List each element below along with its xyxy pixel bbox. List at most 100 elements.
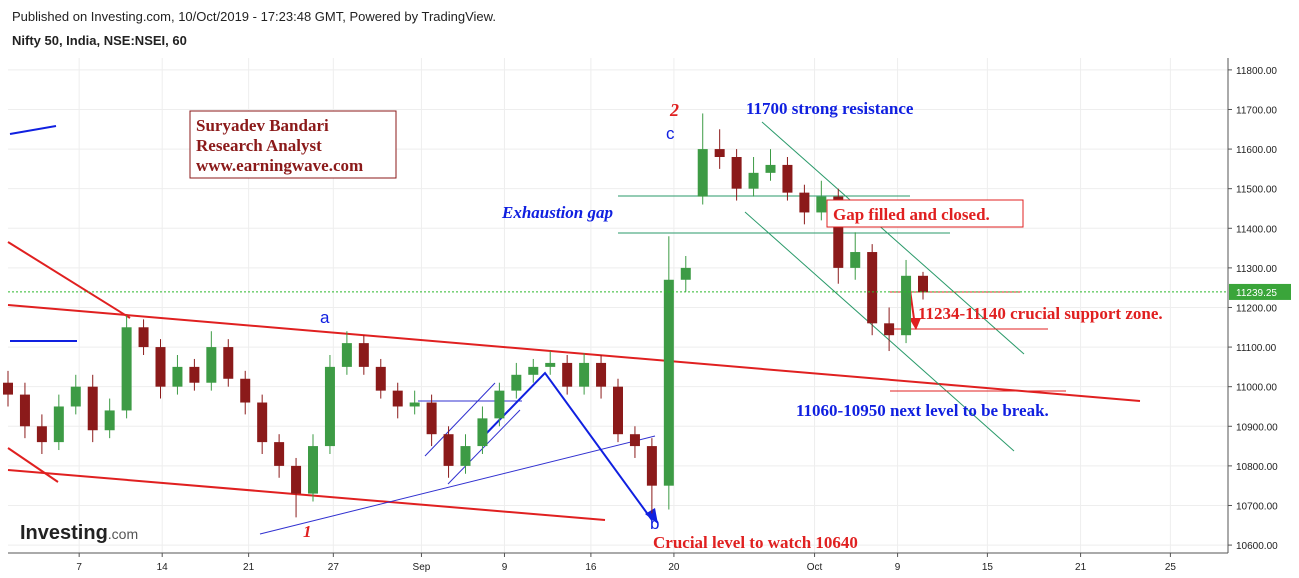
candle-body	[460, 446, 471, 466]
x-tick-label: 9	[895, 562, 901, 573]
analyst-role: Research Analyst	[196, 136, 322, 155]
candle-body	[308, 446, 318, 494]
candle-body	[646, 446, 657, 486]
candle-body	[613, 386, 623, 435]
candle-body	[663, 279, 674, 486]
candle-body	[104, 410, 115, 431]
x-tick-label: 9	[502, 562, 508, 573]
candle-body	[291, 465, 302, 494]
candle-body	[833, 196, 844, 268]
logo-suffix: .com	[108, 526, 138, 542]
candle-body	[426, 402, 437, 435]
channel-line	[761, 121, 1025, 355]
arrow-head	[645, 508, 658, 524]
trend-line	[9, 125, 57, 135]
x-tick-label: 21	[1075, 562, 1087, 573]
candle-body	[494, 390, 505, 419]
channel-line	[744, 211, 1015, 452]
y-tick-label: 11100.00	[1236, 343, 1277, 354]
x-tick-label: 27	[328, 562, 340, 573]
candle-body	[748, 172, 759, 189]
x-tick-label: 21	[243, 562, 255, 573]
y-tick-label: 10700.00	[1236, 501, 1278, 512]
candle-body	[562, 362, 573, 387]
last-price-tag	[1229, 283, 1291, 300]
candle-body	[443, 434, 454, 466]
x-tick-label: 14	[157, 562, 169, 573]
candle-body	[714, 149, 725, 157]
annotation: Exhaustion gap	[501, 203, 613, 222]
candle-body	[324, 366, 335, 447]
annotation: 11060-10950 next level to be break.	[796, 401, 1049, 420]
annotation: 11700 strong resistance	[746, 99, 914, 118]
y-tick-label: 10800.00	[1236, 462, 1278, 473]
wave-label: 1	[303, 522, 312, 541]
trend-line	[7, 241, 131, 319]
candle-body	[172, 366, 183, 387]
candle-body	[392, 390, 403, 407]
y-tick-label: 11200.00	[1236, 303, 1277, 314]
trend-line	[447, 409, 521, 485]
y-tick-label: 10600.00	[1236, 541, 1278, 552]
candle-body	[579, 362, 590, 387]
y-tick-label: 11600.00	[1236, 145, 1277, 156]
x-tick-label: 7	[76, 562, 82, 573]
candle-body	[240, 378, 251, 403]
arrow-head	[909, 318, 921, 330]
candle-body	[799, 192, 810, 213]
candle-body	[70, 386, 81, 407]
candle-body	[53, 406, 64, 443]
logo: Investing.com	[20, 522, 138, 544]
candle-body	[257, 402, 268, 443]
candle-body	[816, 196, 827, 213]
candle-body	[511, 374, 522, 391]
wave-label: a	[320, 308, 330, 327]
candle-body	[918, 275, 928, 292]
y-tick-label: 10900.00	[1236, 422, 1278, 433]
annotation-box	[826, 199, 1024, 228]
drawings	[7, 121, 1141, 535]
candle-body	[375, 366, 386, 391]
candle-body	[189, 366, 200, 383]
grid: 10600.00 10700.00 10800.00 10900.00 11000.00…	[8, 58, 1278, 573]
candle-body	[596, 362, 607, 387]
candle-body	[274, 442, 285, 466]
annotation: Gap filled and closed.	[833, 205, 990, 224]
candles: 11239.25	[3, 113, 1291, 518]
symbol-title: Nifty 50, India, NSE:NSEI, 60	[12, 33, 187, 48]
candle-body	[765, 164, 776, 173]
candle-body	[155, 347, 166, 387]
candle-body	[850, 252, 861, 268]
x-tick-label: 20	[668, 562, 680, 573]
candle-body	[341, 343, 352, 367]
annotation: 11234-11140 crucial support zone.	[918, 304, 1163, 323]
x-tick-label: 25	[1165, 562, 1177, 573]
candle-body	[731, 157, 742, 189]
candle-body	[901, 275, 912, 336]
candle-body	[223, 347, 234, 379]
x-tick-label: 15	[982, 562, 994, 573]
analyst-site: www.earningwave.com	[196, 156, 363, 175]
annotation: Crucial level to watch 10640	[653, 533, 858, 552]
published-note: Published on Investing.com, 10/Oct/2019 …	[12, 9, 496, 24]
last-price-label: 11239.25	[1236, 288, 1277, 299]
candle-body	[867, 252, 878, 324]
y-tick-label: 11300.00	[1236, 264, 1277, 275]
analyst-name: Suryadev Bandari	[196, 116, 329, 135]
wave-label: 2	[669, 100, 679, 120]
candle-body	[697, 149, 708, 197]
candle-body	[358, 343, 369, 367]
candle-body	[477, 418, 488, 447]
candle-body	[545, 362, 556, 367]
candle-body	[138, 327, 149, 348]
y-tick-label: 11000.00	[1236, 383, 1277, 394]
y-tick-label: 11400.00	[1236, 224, 1277, 235]
x-tick-label: Sep	[413, 562, 431, 573]
logo-name: Investing	[20, 522, 108, 544]
candle-body	[629, 434, 640, 447]
candle-body	[36, 426, 47, 443]
candle-body	[528, 366, 539, 375]
trend-line	[7, 469, 606, 521]
y-tick-label: 11800.00	[1236, 66, 1277, 77]
